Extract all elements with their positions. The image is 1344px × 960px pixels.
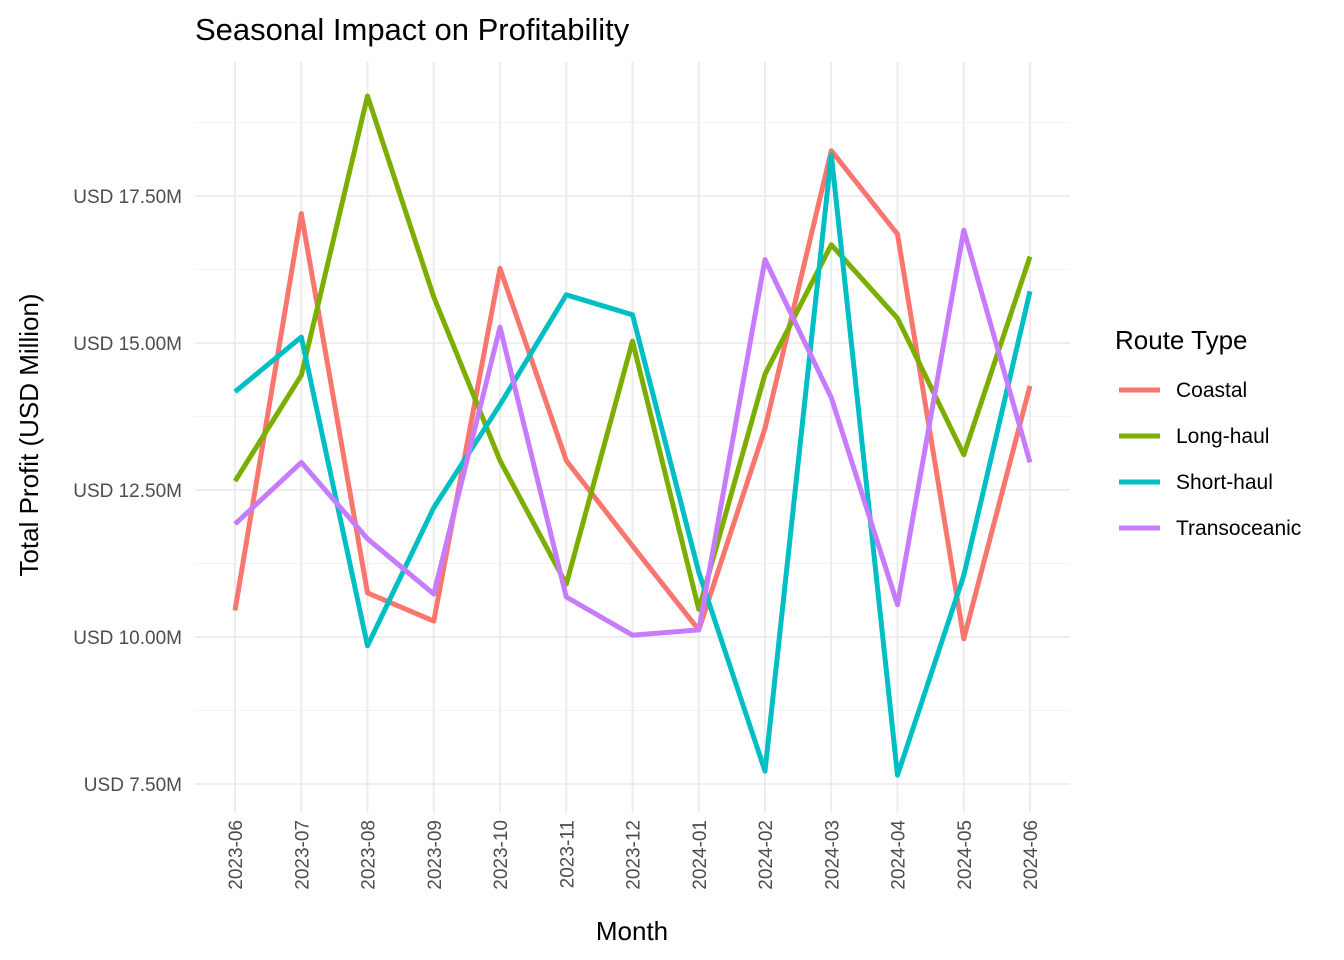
legend-title: Route Type xyxy=(1115,325,1248,355)
x-tick-label: 2024-05 xyxy=(955,820,976,890)
x-tick-label: 2023-08 xyxy=(359,820,380,890)
legend-label: Coastal xyxy=(1176,379,1247,402)
x-axis-ticks: 2023-06 2023-07 2023-08 2023-09 2023-10 2023-… xyxy=(226,820,1042,890)
x-tick-label: 2024-03 xyxy=(822,820,843,890)
y-tick-label: USD 12.50M xyxy=(73,481,182,502)
x-tick-label: 2023-11 xyxy=(557,820,578,888)
x-tick-label: 2023-06 xyxy=(226,820,247,890)
y-tick-label: USD 10.00M xyxy=(73,628,182,649)
y-tick-label: USD 7.50M xyxy=(84,775,182,796)
y-axis-ticks: USD 7.50M USD 10.00M USD 12.50M USD 15.00M U… xyxy=(73,187,182,796)
series-line-short-haul xyxy=(233,152,1033,778)
y-axis-title: Total Profit (USD Million) xyxy=(14,293,44,576)
legend-label: Transoceanic xyxy=(1176,517,1301,540)
x-axis-title: Month xyxy=(596,916,668,946)
series-lines xyxy=(232,93,1033,778)
x-tick-label: 2023-12 xyxy=(624,820,645,890)
legend-label: Short-haul xyxy=(1176,471,1273,494)
x-tick-label: 2023-07 xyxy=(292,820,313,890)
series-line-transoceanic xyxy=(233,227,1033,638)
x-tick-label: 2023-09 xyxy=(425,820,446,890)
x-tick-label: 2024-01 xyxy=(690,820,711,890)
y-tick-label: USD 17.50M xyxy=(73,187,182,208)
series-line-long-haul xyxy=(232,93,1033,612)
grid xyxy=(195,62,1070,812)
x-tick-label: 2024-04 xyxy=(889,820,910,890)
y-tick-label: USD 15.00M xyxy=(73,334,182,355)
x-tick-label: 2024-06 xyxy=(1021,820,1042,890)
legend-label: Long-haul xyxy=(1176,425,1269,448)
series-line-coastal xyxy=(232,148,1033,642)
x-tick-label: 2023-10 xyxy=(491,820,512,890)
x-tick-label: 2024-02 xyxy=(756,820,777,890)
chart-title: Seasonal Impact on Profitability xyxy=(195,12,630,47)
legend: Route Type Coastal Long-haul Short-haul Tra… xyxy=(1115,325,1301,540)
legend-items: Coastal Long-haul Short-haul Transoceanic xyxy=(1119,379,1301,540)
